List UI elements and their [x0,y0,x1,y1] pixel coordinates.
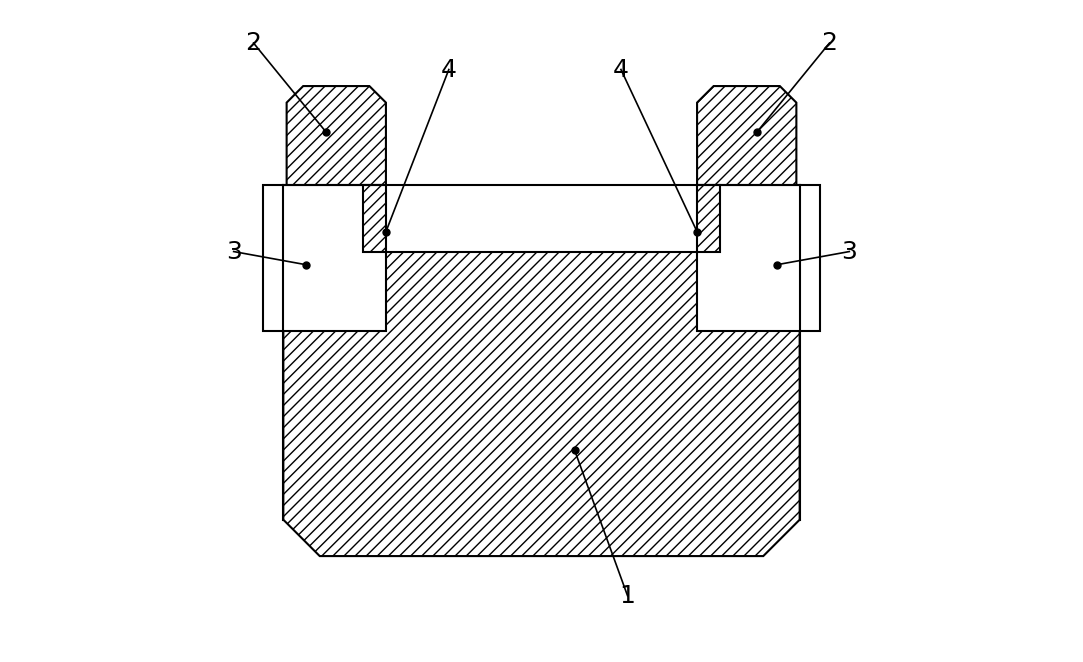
Text: 1: 1 [619,584,636,608]
Polygon shape [697,185,720,252]
Bar [386,185,697,252]
Polygon shape [363,185,386,252]
Text: 3: 3 [841,240,858,263]
Text: 4: 4 [613,58,629,81]
Bar [263,185,386,331]
Text: 2: 2 [246,31,261,55]
Text: 4: 4 [441,58,457,81]
Polygon shape [697,86,796,185]
Polygon shape [284,185,799,556]
Polygon shape [287,86,386,185]
Text: 2: 2 [822,31,837,55]
Bar [697,185,820,331]
Text: 3: 3 [225,240,242,263]
